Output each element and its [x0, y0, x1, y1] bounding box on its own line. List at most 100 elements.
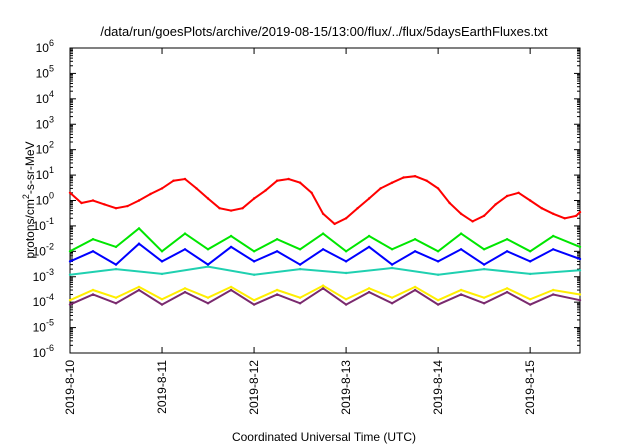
data-point: [482, 214, 486, 217]
data-point: [494, 203, 497, 206]
data-point: [505, 238, 509, 241]
data-point: [298, 267, 302, 271]
data-point: [505, 250, 509, 253]
data-point: [529, 260, 532, 263]
data-point: [298, 302, 302, 305]
data-point: [356, 207, 359, 210]
data-point: [68, 299, 72, 302]
data-point: [505, 290, 509, 294]
data-point: [183, 287, 187, 290]
data-point: [241, 207, 244, 210]
data-point: [229, 209, 233, 212]
data-point: [172, 179, 175, 182]
data-point: [390, 248, 394, 251]
series-2: [68, 227, 582, 253]
y-tick-label: 105: [36, 63, 54, 80]
series-line: [69, 227, 581, 253]
x-tick-label: 2019-8-12: [247, 360, 261, 415]
data-point: [344, 250, 348, 253]
data-point: [103, 203, 106, 206]
data-point: [68, 191, 72, 194]
data-point: [68, 260, 72, 263]
data-point: [229, 288, 233, 292]
data-point: [160, 272, 164, 276]
data-point: [229, 234, 233, 238]
y-axis-label-sup: 2: [21, 194, 31, 199]
data-point: [578, 245, 582, 249]
data-point: [436, 260, 440, 263]
data-point: [425, 179, 428, 182]
series-line: [69, 265, 581, 276]
data-point: [149, 192, 152, 196]
data-point: [91, 293, 95, 296]
data-point: [275, 293, 279, 296]
y-tick-label: 10-5: [33, 318, 54, 335]
data-point: [552, 293, 555, 296]
data-point: [91, 238, 95, 241]
data-point: [436, 250, 440, 253]
x-tick-label: 2019-8-14: [431, 360, 445, 415]
data-point: [183, 177, 187, 181]
data-point: [206, 302, 210, 305]
y-tick-label: 101: [36, 165, 54, 182]
data-point: [160, 250, 164, 253]
data-point: [578, 269, 582, 272]
data-point: [80, 201, 83, 205]
x-tick-label: 2019-8-10: [63, 360, 77, 415]
data-point: [264, 189, 267, 192]
data-point: [367, 290, 371, 294]
data-point: [137, 199, 141, 202]
data-point: [126, 204, 129, 208]
data-point: [91, 250, 95, 253]
plot-frame: [69, 47, 581, 354]
data-point: [114, 296, 118, 299]
series-line: [69, 242, 581, 266]
data-point: [321, 284, 325, 287]
data-point: [206, 197, 210, 200]
chart-title: /data/run/goesPlots/archive/2019-08-15/1…: [100, 24, 548, 39]
data-point: [206, 296, 210, 299]
data-point: [482, 263, 486, 266]
data-point: [563, 217, 566, 220]
data-point: [448, 201, 451, 205]
data-point: [333, 222, 336, 226]
data-point: [310, 191, 313, 194]
y-axis: 10-6 10-5 10-4 10-3 10-2 10-1 100 101 102 103 104 1…: [33, 38, 580, 360]
data-point: [482, 267, 486, 271]
data-point: [321, 232, 325, 235]
data-point: [552, 234, 555, 238]
data-point: [275, 288, 279, 292]
data-point: [183, 248, 187, 251]
data-point: [482, 296, 486, 299]
x-tick-label: 2019-8-15: [523, 360, 537, 415]
data-point: [114, 267, 118, 271]
data-point: [160, 260, 164, 263]
y-tick-label: 103: [36, 114, 54, 131]
data-point: [367, 234, 371, 238]
data-point: [252, 250, 256, 253]
series-3: [68, 242, 582, 266]
y-tick-label: 102: [36, 140, 54, 157]
y-tick-label: 106: [36, 38, 54, 55]
data-point: [459, 212, 463, 215]
data-point: [367, 287, 371, 290]
data-point: [160, 187, 164, 190]
data-point: [459, 288, 463, 292]
data-point: [413, 238, 417, 241]
data-point: [436, 187, 440, 190]
data-point: [206, 265, 210, 268]
data-point: [471, 220, 474, 223]
data-point: [436, 273, 440, 276]
data-point: [344, 271, 348, 275]
data-point: [195, 187, 198, 190]
data-point: [517, 191, 520, 194]
data-point: [252, 303, 256, 306]
data-point: [229, 245, 233, 249]
y-axis-label-pre: protons/cm: [23, 199, 37, 258]
data-point: [482, 248, 486, 251]
data-point: [68, 303, 72, 306]
x-axis-label: Coordinated Universal Time (UTC): [232, 430, 416, 444]
data-point: [482, 302, 486, 305]
y-tick-label: 10-6: [33, 343, 54, 360]
series-6: [68, 287, 582, 306]
